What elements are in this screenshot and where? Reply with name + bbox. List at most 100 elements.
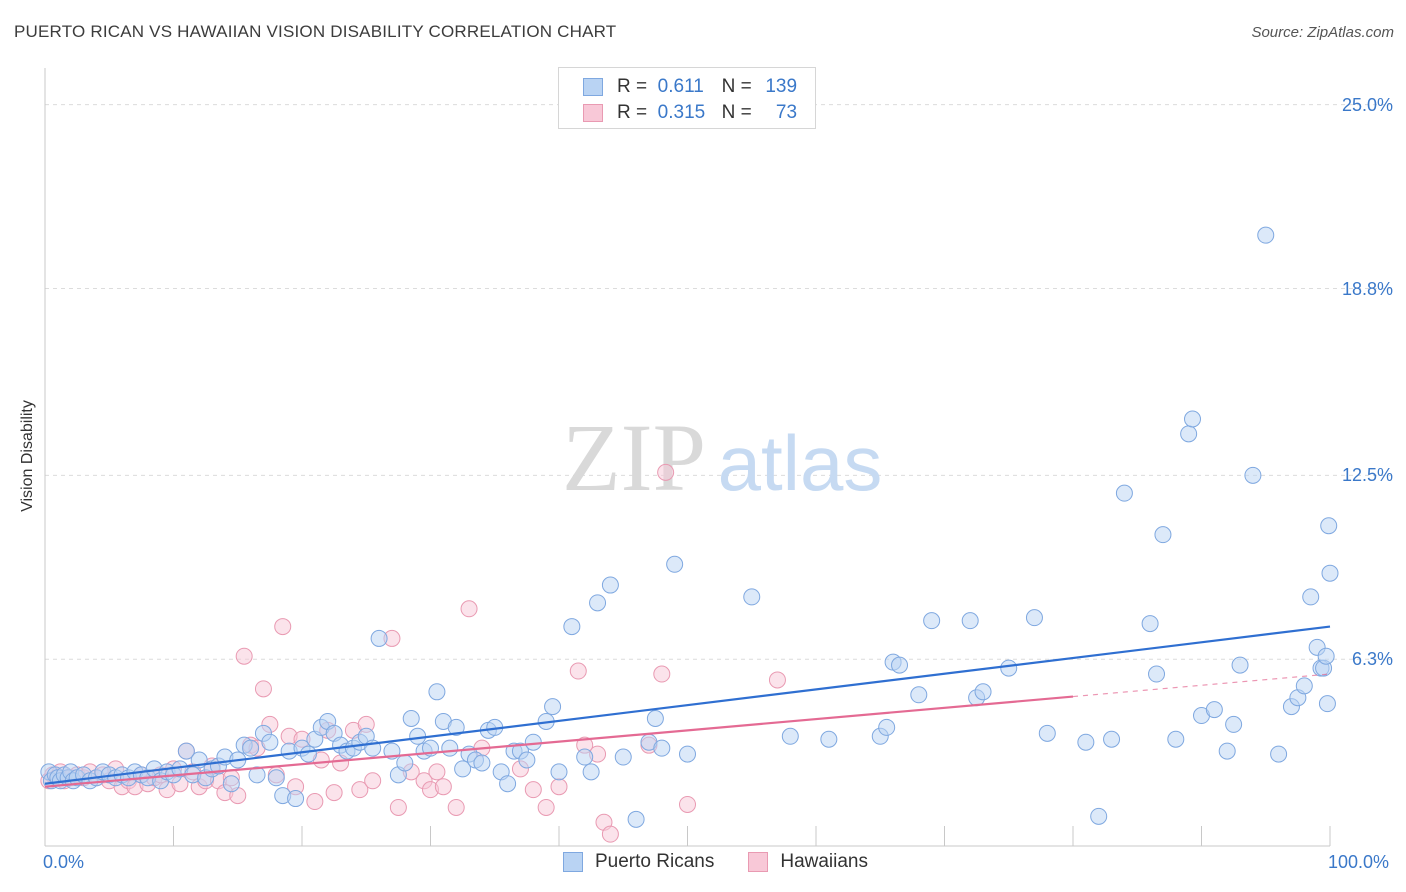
data-point	[657, 463, 675, 481]
data-point	[1318, 695, 1336, 713]
data-point	[1115, 484, 1133, 502]
data-point	[428, 683, 446, 701]
data-point	[878, 718, 896, 736]
data-point	[370, 629, 388, 647]
data-point	[582, 763, 600, 781]
data-point	[248, 766, 266, 784]
y-tick-label: 6.3%	[1351, 649, 1393, 670]
data-point	[550, 778, 568, 796]
data-point	[402, 709, 420, 727]
data-point	[1320, 517, 1338, 535]
x-tick-label-min: 0.0%	[43, 852, 85, 872]
data-point	[743, 588, 761, 606]
legend-swatch-pink	[583, 104, 603, 122]
legend-swatch-blue	[583, 78, 603, 96]
y-tick-label: 25.0%	[1341, 94, 1393, 115]
data-point	[274, 618, 292, 636]
data-point	[601, 825, 619, 843]
data-point	[1090, 807, 1108, 825]
data-point	[524, 733, 542, 751]
series-label: Hawaiians	[780, 851, 868, 872]
legend-r-label: R =	[617, 76, 648, 97]
data-point	[434, 778, 452, 796]
data-point	[287, 790, 305, 808]
data-point	[267, 769, 285, 787]
legend-row-hawaiians: R = 0.315 N = 73	[583, 101, 797, 125]
data-point	[679, 795, 696, 813]
trend-line-hawaiians-extrapolated	[1072, 673, 1331, 698]
data-point	[563, 618, 581, 636]
data-point	[389, 798, 407, 816]
data-point	[1180, 425, 1198, 443]
data-point	[299, 745, 317, 763]
watermark: ZIP atlas	[562, 404, 882, 511]
data-point	[1184, 410, 1202, 428]
data-point	[653, 665, 671, 683]
data-point	[351, 781, 369, 799]
data-point	[679, 745, 696, 763]
trend-line-hawaiians	[44, 695, 1074, 788]
legend-r-value: 0.611	[657, 76, 704, 97]
data-point	[1077, 733, 1095, 751]
y-tick-label: 12.5%	[1341, 465, 1393, 486]
data-point	[544, 698, 562, 716]
data-point	[499, 775, 517, 793]
legend-n-label: N =	[721, 102, 752, 123]
data-point	[1244, 466, 1262, 484]
data-point	[1295, 677, 1313, 695]
data-point	[306, 793, 324, 811]
series-swatch-blue	[563, 852, 583, 872]
data-point	[222, 775, 240, 793]
data-point	[454, 760, 472, 778]
chart-title: PUERTO RICAN VS HAWAIIAN VISION DISABILI…	[14, 22, 617, 41]
data-point	[820, 730, 838, 748]
data-point	[177, 742, 195, 760]
legend-n-value: 73	[775, 102, 798, 123]
trend-lines	[44, 625, 1331, 788]
data-point	[1317, 647, 1335, 665]
legend-row-puerto-ricans: R = 0.611 N = 139	[583, 75, 797, 99]
data-point	[974, 683, 992, 701]
data-point	[518, 751, 536, 769]
legend-r-value: 0.315	[657, 102, 706, 123]
series-legend: Puerto Ricans Hawaiians	[563, 851, 902, 873]
data-point	[910, 686, 928, 704]
data-point	[1038, 724, 1056, 742]
watermark-atlas: atlas	[718, 419, 883, 507]
source-label: Source: ZipAtlas.com	[1251, 24, 1394, 41]
data-point	[1103, 730, 1121, 748]
data-point	[242, 739, 260, 757]
data-point	[653, 739, 671, 757]
data-point	[781, 727, 799, 745]
data-point	[589, 594, 607, 612]
data-point	[1302, 588, 1320, 606]
series-legend-puerto-ricans[interactable]: Puerto Ricans	[563, 851, 714, 873]
data-point	[409, 727, 427, 745]
gridlines	[45, 104, 1392, 660]
data-point	[1154, 526, 1172, 544]
data-point	[768, 671, 786, 689]
data-point	[428, 763, 446, 781]
puerto-ricans-points	[40, 226, 1339, 828]
data-point	[537, 798, 555, 816]
data-point	[1270, 745, 1288, 763]
data-point	[576, 748, 594, 766]
legend-n-value: 139	[765, 76, 798, 97]
data-point	[1257, 226, 1275, 244]
correlation-legend: R = 0.611 N = 139 R = 0.315 N = 73	[558, 67, 816, 129]
data-point	[1148, 665, 1166, 683]
data-point	[447, 718, 465, 736]
series-legend-hawaiians[interactable]: Hawaiians	[748, 851, 868, 873]
data-point	[1141, 615, 1159, 633]
series-swatch-pink	[748, 852, 769, 872]
series-label: Puerto Ricans	[595, 851, 715, 872]
data-point	[627, 810, 645, 828]
legend-r-label: R =	[617, 102, 648, 123]
y-tick-label: 18.8%	[1341, 278, 1393, 299]
data-point	[261, 733, 279, 751]
x-tick-label-max: 100.0%	[1328, 852, 1390, 872]
data-point	[1225, 715, 1243, 733]
data-point	[923, 612, 941, 630]
data-point	[614, 748, 632, 766]
data-point	[646, 709, 664, 727]
